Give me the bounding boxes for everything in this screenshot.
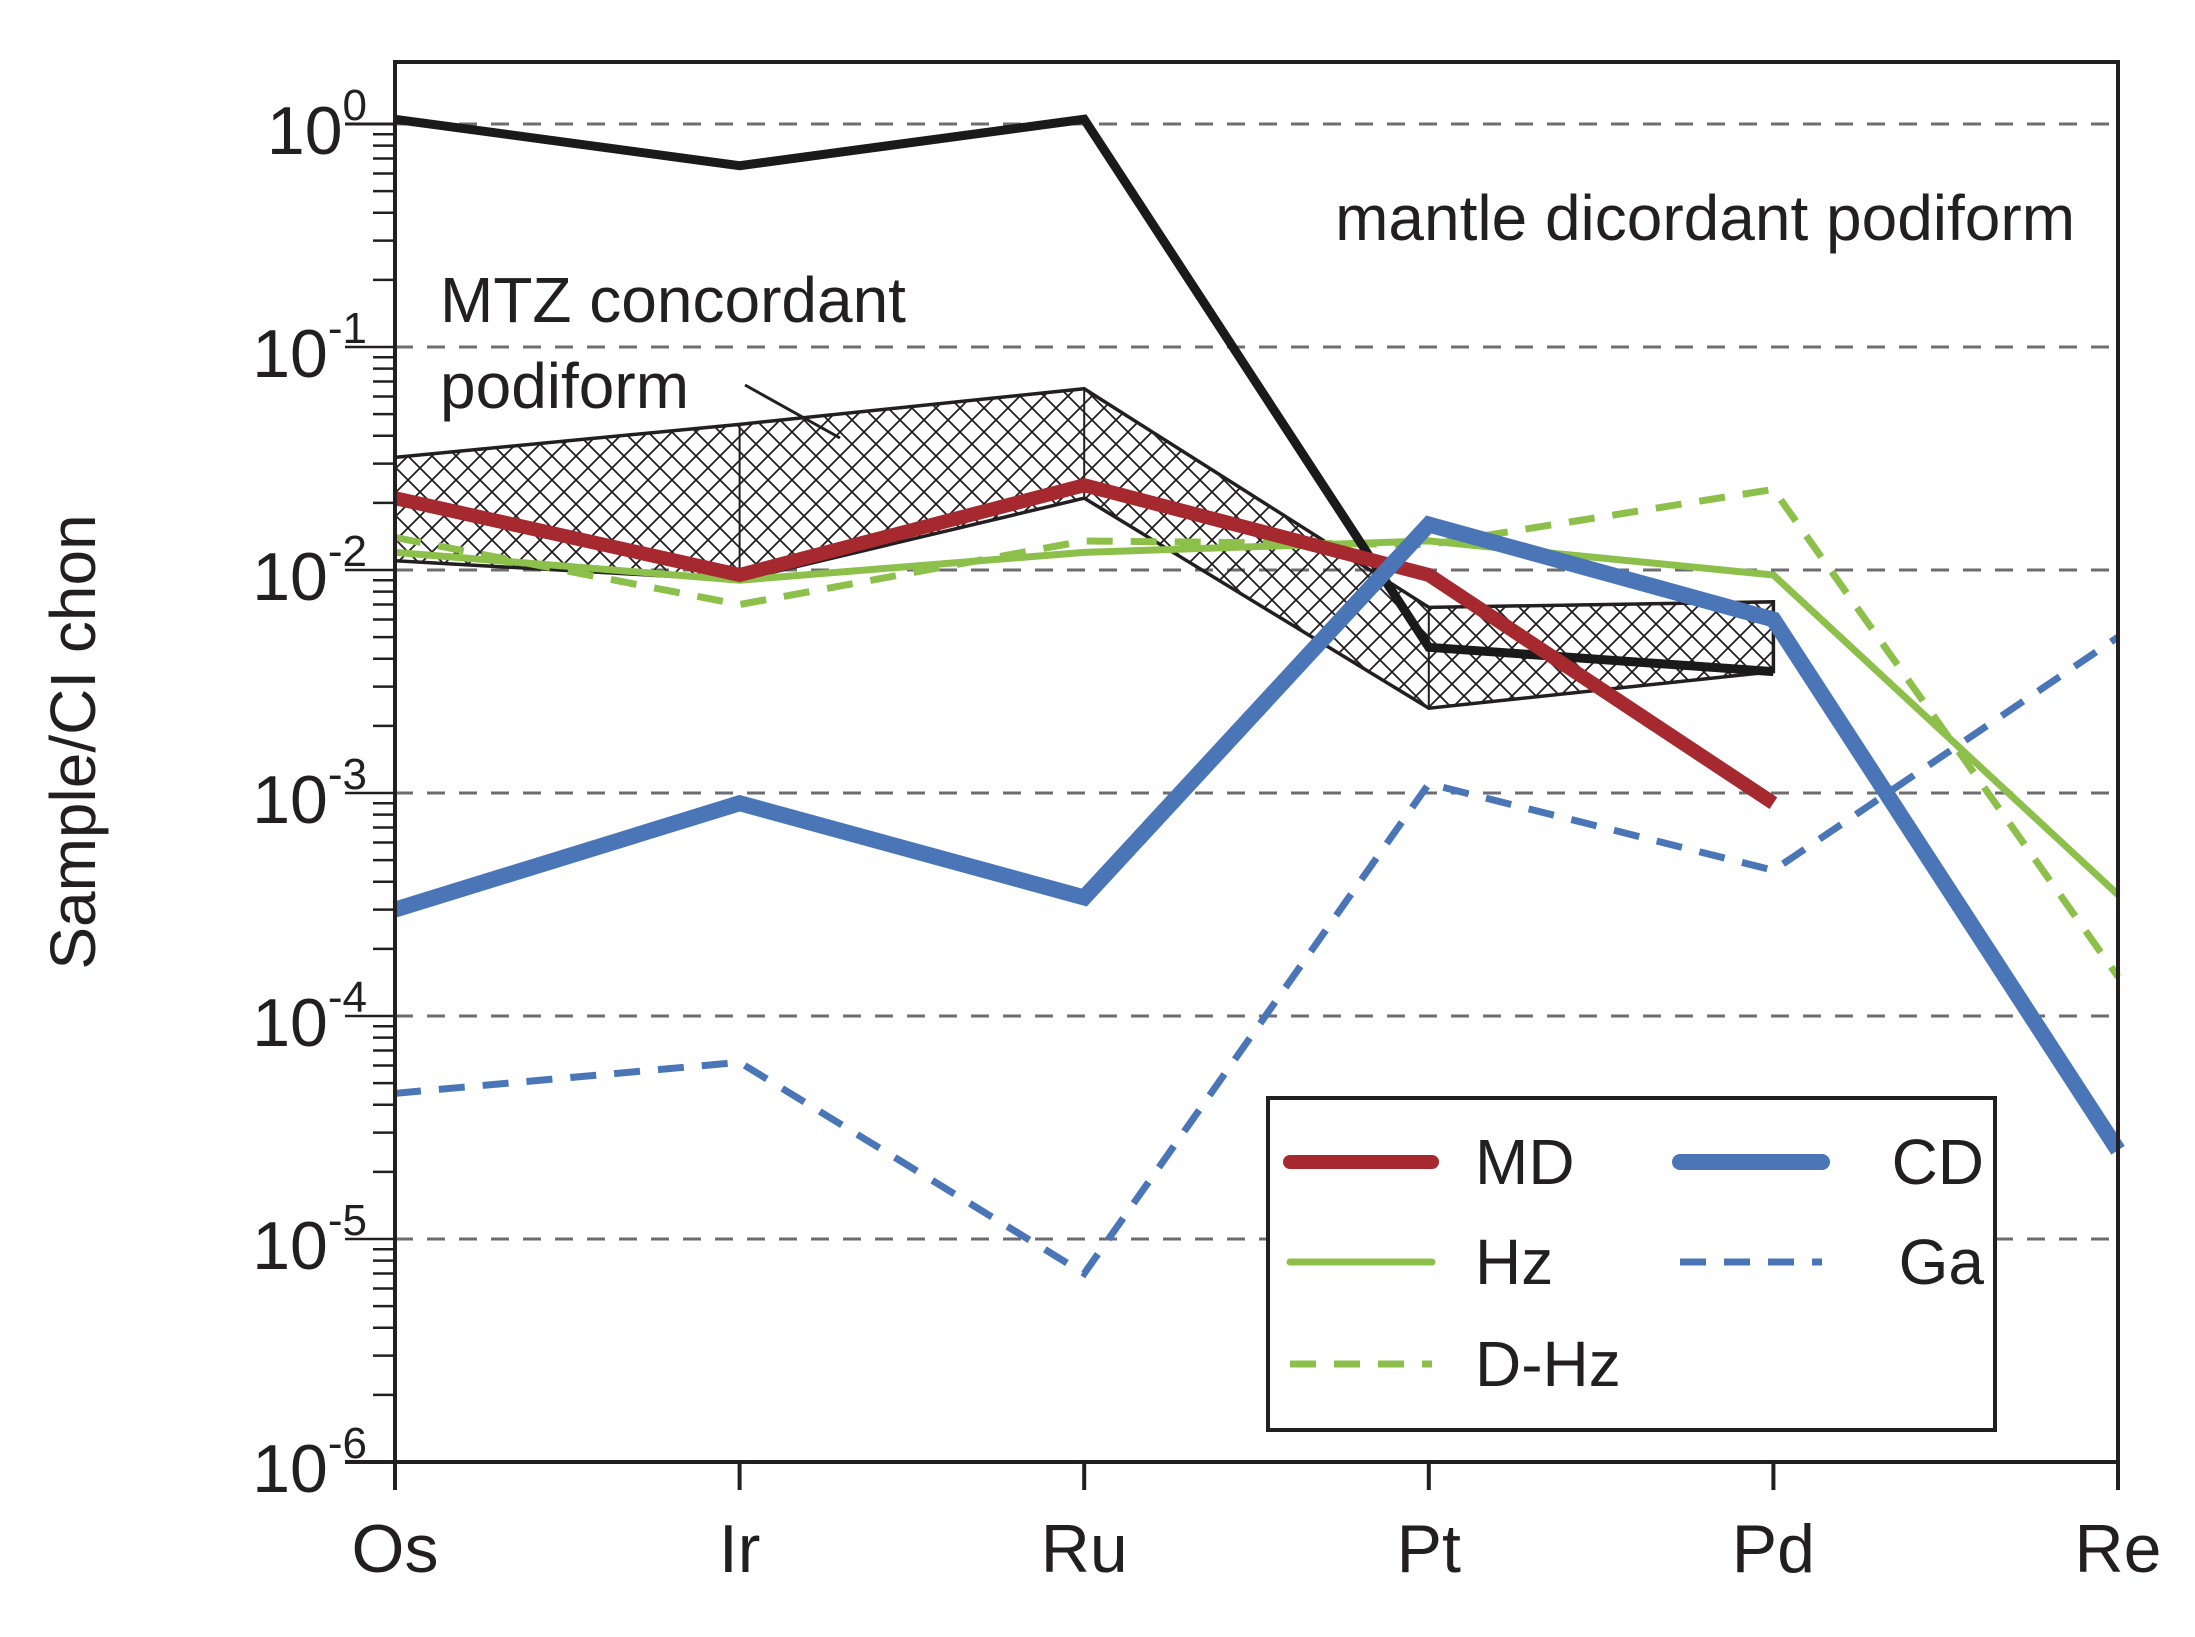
y-tick-label: 100 <box>267 81 367 169</box>
series-line-ga <box>394 634 2120 1279</box>
y-tick-label: 10-6 <box>252 1419 367 1507</box>
x-tick-label-ir: Ir <box>719 1511 761 1587</box>
y-axis-label: Sample/CI chon <box>37 514 109 969</box>
series-line-cd <box>392 515 2125 1155</box>
series-line-md <box>393 477 1778 810</box>
legend: MD CD Hz Ga D-Hz <box>1266 1096 1997 1432</box>
y-minor-ticks <box>345 122 395 1464</box>
x-tick-label-pt: Pt <box>1397 1511 1461 1587</box>
y-tick-label: 10-5 <box>252 1196 367 1284</box>
annotation-mtz-line1: MTZ concordant <box>440 264 906 336</box>
y-tick-labels: 100 10-1 10-2 10-3 10-4 10-5 10-6 <box>252 81 367 1507</box>
y-tick-label: 10-1 <box>252 304 367 392</box>
series-line-hz <box>394 537 2121 898</box>
x-tick-label-re: Re <box>2075 1511 2162 1587</box>
annotation-mantle-discordant: mantle dicordant podiform <box>1335 182 2075 254</box>
legend-label-md: MD <box>1475 1126 1575 1198</box>
y-axis-label-group: Sample/CI chon <box>37 514 109 969</box>
x-tick-label-ru: Ru <box>1041 1511 1128 1587</box>
legend-label-hz: Hz <box>1475 1226 1553 1298</box>
annotation-mtz-line2: podiform <box>440 350 689 422</box>
y-tick-label: 10-4 <box>252 973 367 1061</box>
legend-label-cd: CD <box>1892 1126 1984 1198</box>
x-tick-labels: Os Ir Ru Pt Pd Re <box>352 1511 2162 1587</box>
x-tick-label-os: Os <box>352 1511 439 1587</box>
legend-label-d-hz: D-Hz <box>1475 1328 1621 1400</box>
plot-frame <box>345 60 2120 1490</box>
x-tick-label-pd: Pd <box>1732 1511 1815 1587</box>
annotation-leader-line <box>744 383 841 440</box>
series-lines <box>392 114 2125 1279</box>
y-tick-label: 10-3 <box>252 750 367 838</box>
annotations: mantle dicordant podiform MTZ concordant p… <box>440 182 2075 440</box>
y-tick-label: 10-2 <box>252 527 367 615</box>
legend-label-ga: Ga <box>1899 1226 1985 1298</box>
